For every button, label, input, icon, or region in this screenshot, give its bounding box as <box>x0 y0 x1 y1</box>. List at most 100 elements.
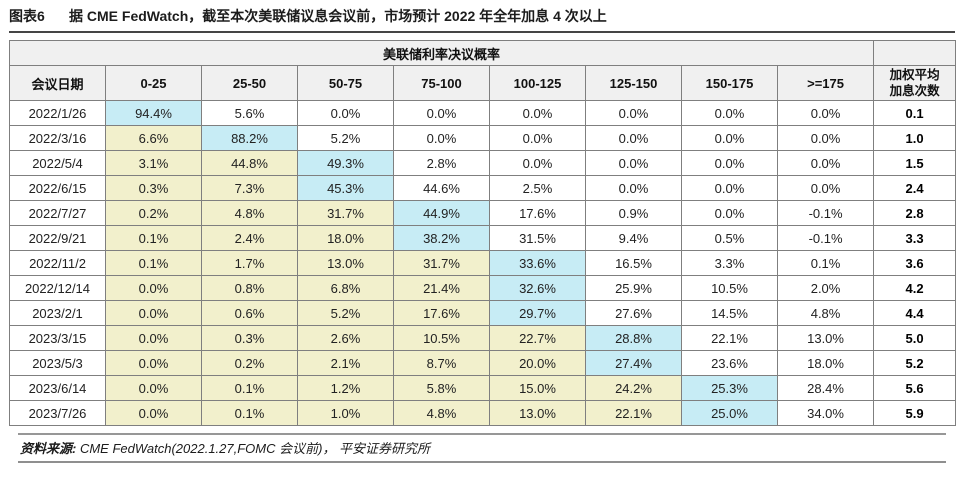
table-row: 2022/11/2 0.1% 1.7% 13.0% 31.7% 33.6% 16.5% 3.3… <box>9 250 957 276</box>
probability-cell: 6.8% <box>297 275 394 301</box>
weighted-avg-cell: 2.8 <box>873 200 957 226</box>
probability-cell: 8.7% <box>393 350 490 376</box>
probability-cell: 0.0% <box>681 125 778 151</box>
date-cell: 2022/3/16 <box>9 125 106 151</box>
probability-cell: 33.6% <box>489 250 586 276</box>
probability-cell: 25.9% <box>585 275 682 301</box>
table-row: 2022/9/21 0.1% 2.4% 18.0% 38.2% 31.5% 9.4% 0.5%… <box>9 225 957 251</box>
probability-cell: 0.0% <box>585 100 682 126</box>
probability-cell: 13.0% <box>297 250 394 276</box>
date-cell: 2023/5/3 <box>9 350 106 376</box>
source-note: 资料来源: CME FedWatch(2022.1.27,FOMC 会议前)， … <box>18 433 946 463</box>
probability-cell: 13.0% <box>776 325 875 351</box>
probability-cell: 0.2% <box>201 350 298 376</box>
probability-cell: 0.0% <box>776 125 875 151</box>
probability-cell: 0.8% <box>201 275 298 301</box>
fedwatch-probability-table: 美联储利率决议概率 会议日期 0-25 25-50 50-75 75-100 1… <box>8 40 957 426</box>
probability-cell: 0.5% <box>681 225 778 251</box>
probability-cell: 5.6% <box>201 100 298 126</box>
probability-cell: 23.6% <box>681 350 778 376</box>
probability-cell: 5.2% <box>297 125 394 151</box>
table-row: 2023/5/3 0.0% 0.2% 2.1% 8.7% 20.0% 27.4% 23.6% 1… <box>9 350 957 376</box>
probability-cell: 0.2% <box>105 200 202 226</box>
probability-cell: 25.3% <box>681 375 778 401</box>
probability-cell: 49.3% <box>297 150 394 176</box>
probability-cell: 6.6% <box>105 125 202 151</box>
probability-cell: 0.0% <box>297 100 394 126</box>
column-header-row: 会议日期 0-25 25-50 50-75 75-100 100-125 125… <box>9 65 957 101</box>
weighted-avg-cell: 1.5 <box>873 150 957 176</box>
probability-cell: 14.5% <box>681 300 778 326</box>
column-header-100-125: 100-125 <box>489 65 586 101</box>
probability-cell: 5.2% <box>297 300 394 326</box>
probability-cell: 3.1% <box>105 150 202 176</box>
table-row: 2023/7/26 0.0% 0.1% 1.0% 4.8% 13.0% 22.1% 25.0%… <box>9 400 957 426</box>
date-cell: 2023/3/15 <box>9 325 106 351</box>
probability-cell: 0.0% <box>585 175 682 201</box>
probability-cell: 0.6% <box>201 300 298 326</box>
probability-cell: 0.0% <box>105 400 202 426</box>
probability-cell: -0.1% <box>776 200 875 226</box>
probability-cell: 13.0% <box>489 400 586 426</box>
weighted-avg-cell: 5.9 <box>873 400 957 426</box>
date-cell: 2022/5/4 <box>9 150 106 176</box>
probability-cell: 0.0% <box>489 125 586 151</box>
probability-cell: 28.8% <box>585 325 682 351</box>
probability-cell: 3.3% <box>681 250 778 276</box>
probability-cell: 5.8% <box>393 375 490 401</box>
probability-cell: 0.3% <box>105 175 202 201</box>
probability-cell: 0.0% <box>489 150 586 176</box>
weighted-avg-cell: 1.0 <box>873 125 957 151</box>
probability-cell: 44.9% <box>393 200 490 226</box>
table-row: 2022/1/26 94.4% 5.6% 0.0% 0.0% 0.0% 0.0% 0.0% 0.… <box>9 100 957 126</box>
probability-cell: 0.0% <box>105 275 202 301</box>
date-cell: 2022/11/2 <box>9 250 106 276</box>
probability-cell: 0.0% <box>776 175 875 201</box>
probability-cell: 44.8% <box>201 150 298 176</box>
probability-cell: 22.1% <box>585 400 682 426</box>
column-header-50-75: 50-75 <box>297 65 394 101</box>
probability-cell: 44.6% <box>393 175 490 201</box>
probability-cell: 0.9% <box>585 200 682 226</box>
avg-header-spacer <box>873 40 957 66</box>
table-row: 2022/5/4 3.1% 44.8% 49.3% 2.8% 0.0% 0.0% 0.0% 0.… <box>9 150 957 176</box>
table-row: 2022/7/27 0.2% 4.8% 31.7% 44.9% 17.6% 0.9% 0.0%… <box>9 200 957 226</box>
probability-cell: 0.0% <box>585 125 682 151</box>
weighted-avg-cell: 5.6 <box>873 375 957 401</box>
probability-cell: 25.0% <box>681 400 778 426</box>
probability-cell: 20.0% <box>489 350 586 376</box>
probability-cell: 17.6% <box>489 200 586 226</box>
probability-cell: 2.1% <box>297 350 394 376</box>
probability-cell: 45.3% <box>297 175 394 201</box>
figure-label: 图表6 <box>9 8 45 24</box>
probability-cell: 88.2% <box>201 125 298 151</box>
probability-cell: 29.7% <box>489 300 586 326</box>
probability-cell: 0.0% <box>393 125 490 151</box>
column-header-ge-175: >=175 <box>776 65 875 101</box>
probability-cell: 2.8% <box>393 150 490 176</box>
date-cell: 2022/9/21 <box>9 225 106 251</box>
date-cell: 2023/6/14 <box>9 375 106 401</box>
probability-cell: 0.1% <box>201 400 298 426</box>
probability-cell: 16.5% <box>585 250 682 276</box>
probability-cell: 1.0% <box>297 400 394 426</box>
probability-cell: 38.2% <box>393 225 490 251</box>
weighted-avg-cell: 4.2 <box>873 275 957 301</box>
source-text: CME FedWatch(2022.1.27,FOMC 会议前)， 平安证券研究… <box>76 441 431 456</box>
probability-cell: 0.0% <box>105 350 202 376</box>
probability-cell: 0.1% <box>105 250 202 276</box>
probability-cell: 0.1% <box>105 225 202 251</box>
group-header-row: 美联储利率决议概率 <box>8 40 957 66</box>
probability-cell: 0.0% <box>681 200 778 226</box>
probability-cell: 32.6% <box>489 275 586 301</box>
weighted-avg-cell: 0.1 <box>873 100 957 126</box>
date-cell: 2023/7/26 <box>9 400 106 426</box>
probability-cell: 0.0% <box>489 100 586 126</box>
probability-cell: 0.1% <box>201 375 298 401</box>
probability-cell: 0.0% <box>681 150 778 176</box>
probability-cell: 31.5% <box>489 225 586 251</box>
report-page: 图表6 据 CME FedWatch，截至本次美联储议息会议前，市场预计 202… <box>8 8 957 463</box>
probability-cell: 0.0% <box>393 100 490 126</box>
probability-cell: 17.6% <box>393 300 490 326</box>
date-cell: 2022/1/26 <box>9 100 106 126</box>
